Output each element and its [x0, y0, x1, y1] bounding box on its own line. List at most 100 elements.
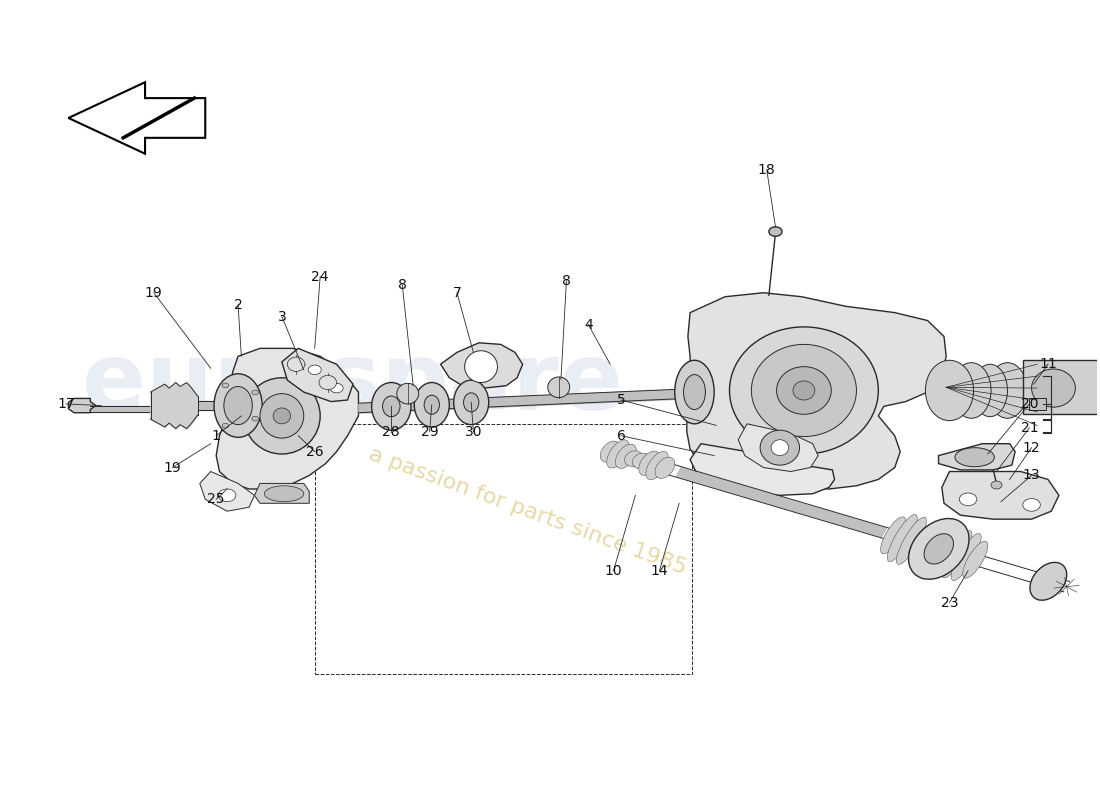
- Ellipse shape: [222, 423, 229, 428]
- Ellipse shape: [415, 382, 449, 427]
- Polygon shape: [282, 348, 353, 402]
- Ellipse shape: [632, 453, 650, 469]
- Ellipse shape: [896, 517, 926, 564]
- Ellipse shape: [453, 380, 488, 425]
- Ellipse shape: [319, 375, 337, 390]
- Ellipse shape: [928, 535, 949, 562]
- Text: 17: 17: [57, 397, 75, 411]
- Text: 1: 1: [212, 429, 221, 442]
- Bar: [1030, 398, 1046, 410]
- Ellipse shape: [273, 408, 290, 424]
- Ellipse shape: [260, 394, 304, 438]
- Ellipse shape: [962, 541, 988, 578]
- Ellipse shape: [639, 451, 660, 475]
- Ellipse shape: [615, 444, 636, 469]
- Ellipse shape: [625, 450, 642, 466]
- Text: 12: 12: [1023, 441, 1041, 454]
- Ellipse shape: [330, 383, 343, 393]
- Polygon shape: [254, 483, 309, 503]
- Ellipse shape: [222, 383, 229, 388]
- Ellipse shape: [1023, 498, 1041, 511]
- Text: 26: 26: [306, 445, 323, 458]
- Ellipse shape: [952, 534, 981, 581]
- Text: 29: 29: [421, 425, 439, 438]
- Ellipse shape: [952, 362, 991, 418]
- Ellipse shape: [793, 381, 815, 400]
- Ellipse shape: [548, 377, 570, 398]
- Ellipse shape: [1030, 562, 1067, 600]
- Ellipse shape: [372, 382, 411, 430]
- Ellipse shape: [287, 357, 305, 371]
- Text: 30: 30: [464, 425, 482, 438]
- Text: 10: 10: [605, 564, 623, 578]
- Text: 14: 14: [650, 564, 669, 578]
- Ellipse shape: [654, 458, 675, 478]
- Ellipse shape: [988, 362, 1027, 418]
- Ellipse shape: [264, 486, 304, 502]
- Ellipse shape: [646, 451, 669, 480]
- Ellipse shape: [908, 525, 933, 562]
- Text: 25: 25: [208, 492, 224, 506]
- Ellipse shape: [991, 481, 1002, 489]
- Ellipse shape: [760, 430, 800, 465]
- Ellipse shape: [224, 386, 252, 425]
- Ellipse shape: [920, 533, 940, 560]
- Ellipse shape: [308, 365, 321, 374]
- Ellipse shape: [607, 440, 629, 468]
- Polygon shape: [942, 471, 1059, 519]
- Ellipse shape: [243, 378, 320, 454]
- Ellipse shape: [219, 489, 235, 502]
- Ellipse shape: [888, 514, 917, 562]
- Text: 4: 4: [584, 318, 593, 331]
- Text: 8: 8: [398, 278, 407, 292]
- Ellipse shape: [397, 383, 419, 404]
- Ellipse shape: [942, 530, 972, 578]
- Ellipse shape: [683, 374, 705, 410]
- Polygon shape: [441, 342, 522, 388]
- Text: 11: 11: [1040, 358, 1057, 371]
- Ellipse shape: [959, 493, 977, 506]
- Text: 2: 2: [233, 298, 242, 312]
- Polygon shape: [676, 468, 887, 537]
- Text: 6: 6: [617, 429, 626, 442]
- Polygon shape: [68, 82, 206, 154]
- Ellipse shape: [935, 533, 960, 570]
- Ellipse shape: [751, 344, 857, 437]
- Bar: [1023, 360, 1100, 414]
- Ellipse shape: [674, 360, 714, 424]
- Ellipse shape: [214, 374, 262, 438]
- Ellipse shape: [972, 364, 1008, 417]
- Polygon shape: [686, 293, 946, 489]
- Polygon shape: [68, 398, 96, 413]
- Text: 18: 18: [758, 162, 776, 177]
- Text: 3: 3: [277, 310, 286, 323]
- Text: 19: 19: [145, 286, 163, 300]
- Text: 13: 13: [1023, 469, 1041, 482]
- Polygon shape: [217, 348, 359, 489]
- Ellipse shape: [425, 395, 440, 414]
- Text: eurospare: eurospare: [82, 338, 624, 430]
- Ellipse shape: [601, 441, 620, 462]
- Text: 8: 8: [562, 274, 571, 288]
- Ellipse shape: [769, 227, 782, 236]
- Polygon shape: [690, 444, 835, 495]
- Text: 28: 28: [383, 425, 400, 438]
- Text: 5: 5: [617, 393, 626, 407]
- Ellipse shape: [925, 360, 974, 421]
- Ellipse shape: [771, 440, 789, 456]
- Ellipse shape: [955, 448, 994, 466]
- Ellipse shape: [924, 534, 954, 564]
- Ellipse shape: [1032, 369, 1076, 407]
- Ellipse shape: [464, 350, 497, 382]
- Text: 7: 7: [452, 286, 461, 300]
- Polygon shape: [200, 471, 254, 511]
- Ellipse shape: [252, 416, 258, 421]
- Ellipse shape: [252, 390, 258, 395]
- Text: 24: 24: [311, 270, 329, 284]
- Text: 19: 19: [164, 461, 182, 474]
- Polygon shape: [738, 424, 818, 471]
- Ellipse shape: [729, 327, 878, 454]
- Ellipse shape: [777, 366, 832, 414]
- Text: 21: 21: [1021, 421, 1038, 435]
- Ellipse shape: [463, 393, 478, 412]
